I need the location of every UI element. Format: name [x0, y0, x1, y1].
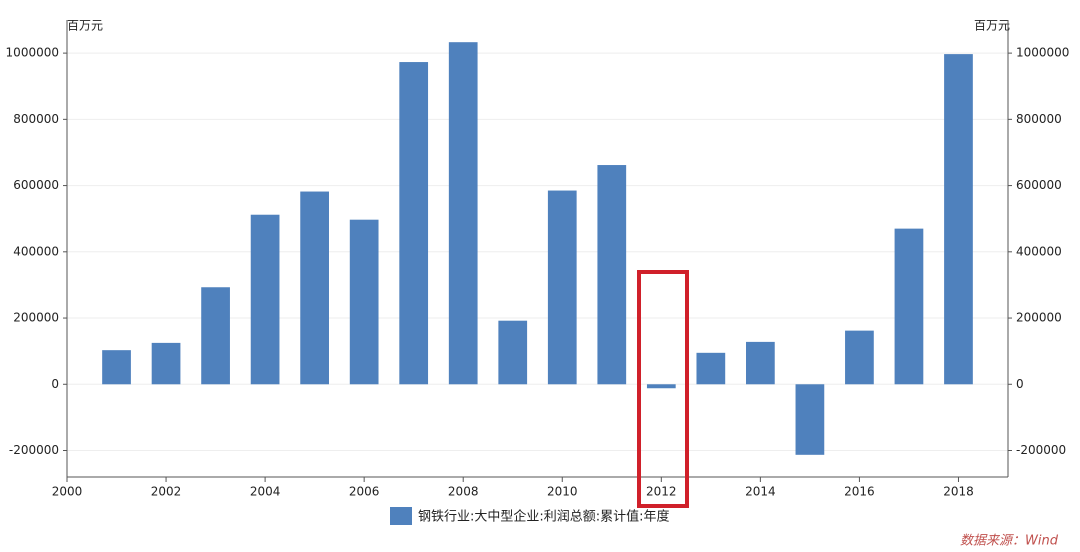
bar: [696, 352, 726, 385]
x-tick-label: 2004: [250, 485, 281, 499]
bar: [795, 384, 825, 455]
y-unit: 百万元: [67, 19, 103, 33]
y-tick-label: 800000: [13, 112, 59, 126]
bar: [746, 341, 775, 385]
bar: [894, 228, 924, 385]
legend-label: 钢铁行业:大中型企业:利润总额:累计值:年度: [418, 509, 670, 525]
bar: [547, 190, 577, 385]
legend-swatch: [390, 507, 412, 525]
bar: [646, 384, 676, 389]
bar: [944, 54, 973, 385]
bar: [250, 214, 280, 385]
y2-tick-label: 200000: [1016, 311, 1062, 325]
y2-unit: 百万元: [974, 19, 1010, 33]
bar: [597, 165, 627, 385]
x-tick-label: 2002: [151, 485, 182, 499]
y2-tick-label: -200000: [1016, 443, 1066, 457]
bar: [349, 219, 379, 385]
y-tick-label: 1000000: [6, 46, 59, 60]
y-tick-label: 200000: [13, 311, 59, 325]
y-tick-label: 400000: [13, 244, 59, 258]
y-tick-label: -200000: [9, 443, 59, 457]
x-tick-label: 2008: [448, 485, 479, 499]
y2-tick-label: 800000: [1016, 112, 1062, 126]
bar: [300, 191, 329, 385]
highlight-box: [637, 270, 689, 508]
y-tick-label: 600000: [13, 178, 59, 192]
bar: [448, 42, 478, 385]
y2-tick-label: 400000: [1016, 244, 1062, 258]
x-tick-label: 2006: [349, 485, 380, 499]
bar: [498, 320, 528, 385]
bar: [201, 287, 230, 385]
x-tick-label: 2000: [52, 485, 83, 499]
source: 数据来源：Wind: [960, 534, 1059, 549]
x-tick-label: 2012: [646, 485, 677, 499]
y2-tick-label: 1000000: [1016, 46, 1069, 60]
x-tick-label: 2018: [943, 485, 974, 499]
bar: [102, 350, 131, 385]
x-tick-label: 2016: [844, 485, 875, 499]
x-tick-label: 2014: [745, 485, 776, 499]
bar: [845, 330, 874, 385]
y2-tick-label: 0: [1016, 377, 1024, 391]
y-tick-label: 0: [51, 377, 59, 391]
y2-tick-label: 600000: [1016, 178, 1062, 192]
bar: [399, 62, 429, 385]
x-tick-label: 2010: [547, 485, 578, 499]
bar: [151, 342, 181, 385]
